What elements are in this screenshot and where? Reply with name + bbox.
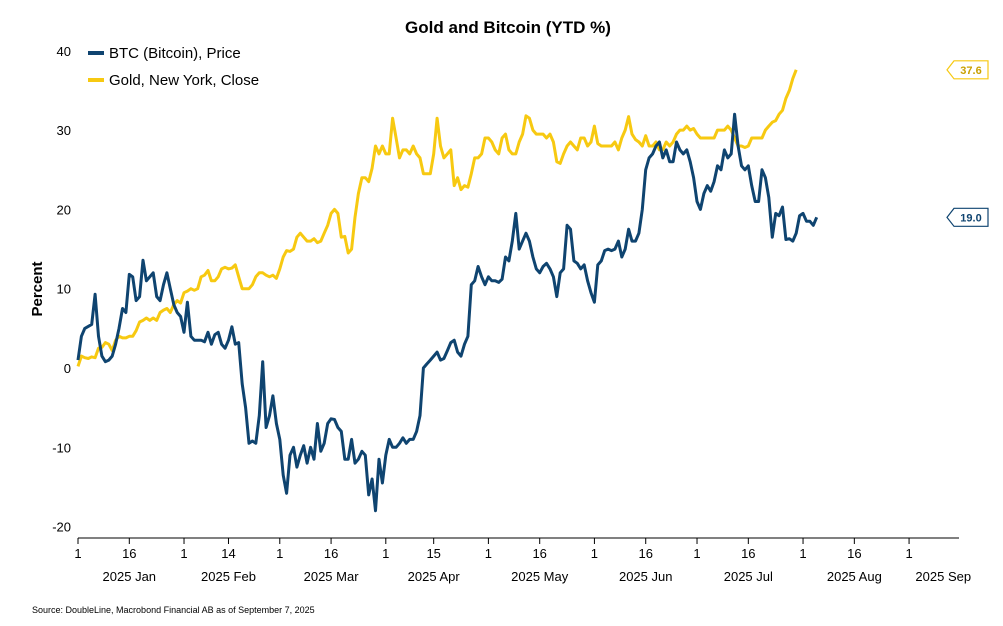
x-month-label: 2025 Aug [827, 569, 882, 584]
btc-series-line [76, 112, 819, 513]
x-tick-label: 16 [847, 546, 861, 561]
y-tick-label: 40 [57, 44, 71, 59]
y-tick-label: 30 [57, 123, 71, 138]
x-tick-label: 1 [799, 546, 806, 561]
x-axis: 1 16 1 14 1 16 1 15 1 16 1 16 1 16 1 16 1 2025 Jan 2025 Fe… [74, 538, 971, 584]
end-labels: 19.0 37.6 [946, 60, 989, 227]
y-tick-label: 10 [57, 282, 71, 297]
source-note: Source: DoubleLine, Macrobond Financial … [32, 605, 315, 615]
x-month-label: 2025 Sep [915, 569, 971, 584]
x-month-label: 2025 Jun [619, 569, 673, 584]
y-tick-label: 20 [57, 202, 71, 217]
series-layer [76, 69, 819, 513]
x-tick-label: 1 [591, 546, 598, 561]
x-tick-label: 1 [276, 546, 283, 561]
x-month-label: 2025 Mar [304, 569, 360, 584]
x-month-label: 2025 May [511, 569, 569, 584]
x-month-label: 2025 Feb [201, 569, 256, 584]
x-tick-label: 1 [485, 546, 492, 561]
x-tick-label: 1 [905, 546, 912, 561]
x-month-label: 2025 Jul [724, 569, 773, 584]
x-tick-label: 16 [638, 546, 652, 561]
x-tick-label: 1 [74, 546, 81, 561]
x-tick-label: 14 [221, 546, 235, 561]
x-tick-label: 1 [382, 546, 389, 561]
y-axis-label: Percent [29, 261, 46, 316]
legend: BTC (Bitcoin), Price Gold, New York, Clos… [88, 45, 259, 89]
x-month-label: 2025 Apr [408, 569, 461, 584]
x-tick-label: 1 [180, 546, 187, 561]
x-tick-label: 16 [324, 546, 338, 561]
x-tick-label: 15 [426, 546, 440, 561]
y-tick-label: -20 [52, 520, 71, 535]
gold-series-line [76, 69, 798, 367]
chart-title: Gold and Bitcoin (YTD %) [405, 18, 611, 37]
x-tick-label: 16 [122, 546, 136, 561]
x-month-label: 2025 Jan [103, 569, 157, 584]
y-tick-label: 0 [64, 361, 71, 376]
end-value-label: 37.6 [960, 65, 981, 77]
y-tick-label: -10 [52, 440, 71, 455]
legend-label: Gold, New York, Close [109, 72, 259, 89]
end-value-label: 19.0 [960, 212, 981, 224]
end-value-callout [946, 60, 989, 80]
x-tick-label: 16 [741, 546, 755, 561]
y-axis: -20 -10 0 10 20 30 40 [52, 44, 71, 535]
legend-label: BTC (Bitcoin), Price [109, 45, 241, 62]
x-tick-label: 16 [532, 546, 546, 561]
end-value-callout [946, 207, 989, 227]
x-tick-label: 1 [693, 546, 700, 561]
